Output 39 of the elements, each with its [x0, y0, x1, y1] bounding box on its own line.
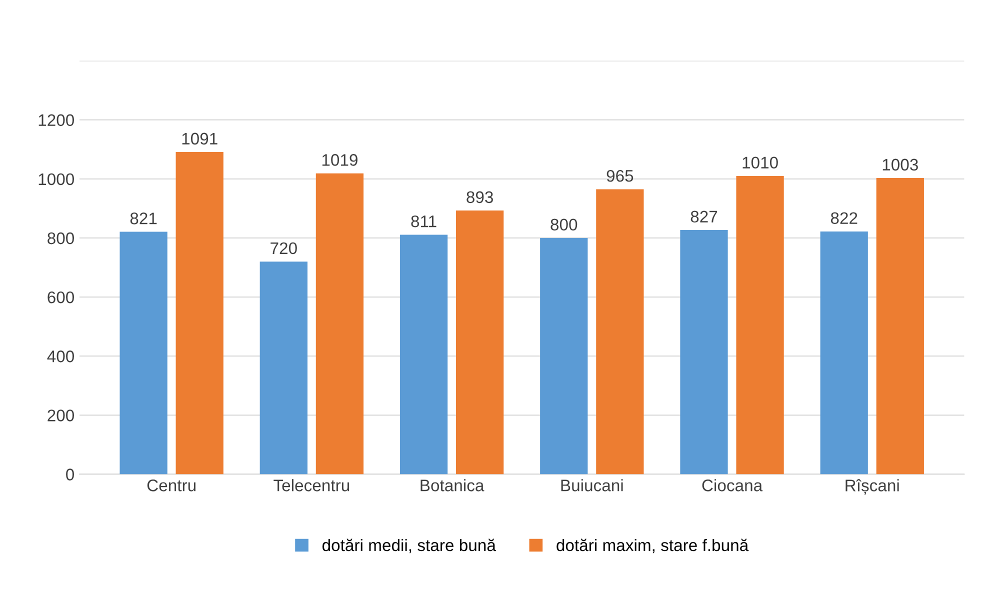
data-label: 720 [270, 242, 297, 254]
data-label: 965 [606, 170, 634, 182]
x-tick-label: Ciocana [702, 479, 763, 492]
bar [820, 231, 868, 474]
y-tick-label: 0 [66, 468, 74, 480]
x-tick-label: Buiucani [561, 479, 623, 492]
x-tick-label: Botanica [420, 479, 484, 492]
data-label: 811 [411, 215, 436, 228]
bar [120, 232, 168, 474]
bar [680, 230, 728, 474]
bar [540, 238, 588, 474]
x-tick-label: Rîșcani [846, 479, 899, 495]
y-tick-label: 400 [47, 350, 74, 362]
bar [316, 173, 364, 474]
bar [260, 262, 308, 474]
data-label: 1010 [742, 156, 778, 169]
bar [400, 234, 448, 474]
legend-label: dotări maxim, stare f.bună [556, 538, 749, 554]
bar [596, 189, 644, 474]
bar [176, 152, 224, 474]
data-label: 822 [830, 212, 858, 224]
data-label: 893 [466, 191, 493, 204]
y-tick-label: 1200 [38, 114, 74, 126]
data-label: 800 [550, 218, 578, 231]
legend-label: dotări medii, stare bună [322, 538, 496, 554]
data-label: 821 [130, 212, 157, 224]
bar [736, 176, 784, 474]
y-tick-label: 1000 [38, 173, 74, 186]
y-tick-label: 800 [48, 232, 74, 244]
y-tick-label: 600 [48, 291, 74, 304]
x-tick-label: Centru [147, 480, 196, 492]
x-tick-label: Telecentru [274, 479, 350, 492]
bar [876, 178, 924, 474]
y-tick-label: 200 [48, 410, 74, 422]
data-label: 1019 [322, 154, 358, 166]
data-label: 1003 [882, 158, 918, 171]
bar [456, 210, 504, 474]
data-label: 827 [690, 210, 718, 223]
data-label: 1091 [182, 132, 218, 145]
